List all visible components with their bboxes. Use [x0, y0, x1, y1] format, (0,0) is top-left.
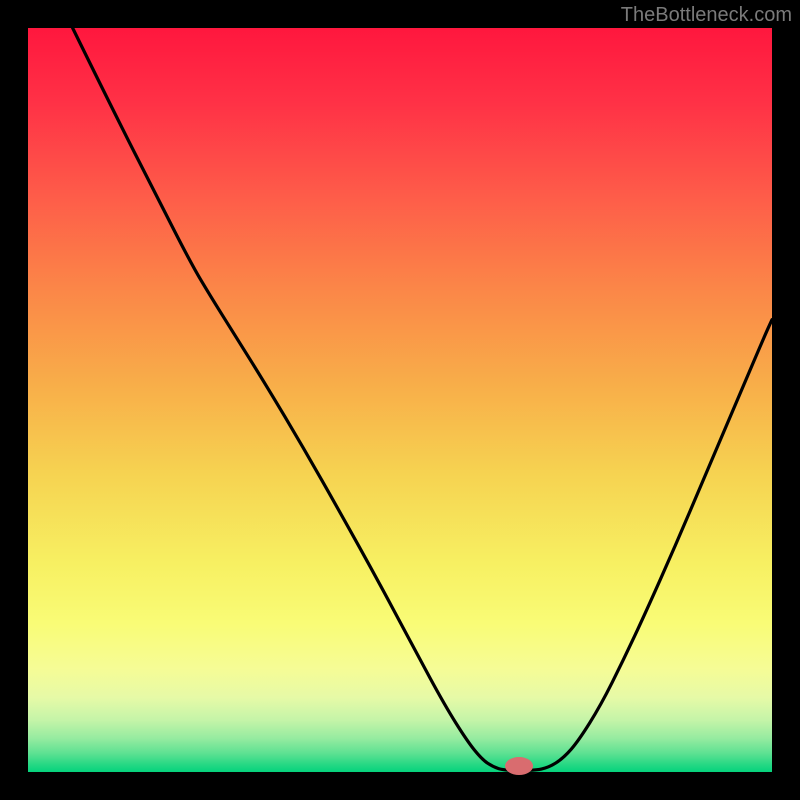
optimal-marker — [505, 757, 533, 775]
plot-area — [28, 28, 772, 772]
chart-svg — [0, 0, 800, 800]
chart-container: TheBottleneck.com — [0, 0, 800, 800]
watermark-text: TheBottleneck.com — [621, 4, 792, 27]
